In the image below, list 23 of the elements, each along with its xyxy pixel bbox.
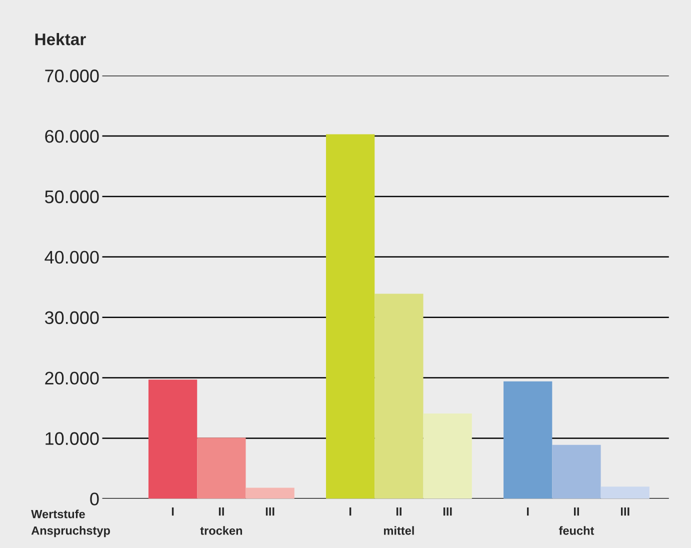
x-tick-label: II	[574, 507, 579, 516]
x-tick-label: III	[443, 507, 452, 516]
text: mittel	[384, 526, 414, 535]
y-tick-label: 20.000	[45, 372, 99, 385]
text: feucht	[558, 526, 594, 535]
chart-title: Hektar	[35, 32, 86, 46]
x-tick-label: I	[172, 507, 174, 516]
x-tick-label: II	[218, 507, 224, 516]
y-tick-label: 60.000	[45, 130, 99, 143]
x-tick-label: III	[266, 507, 274, 516]
y-tick-label: 30.000	[44, 311, 99, 324]
y-tick-label: 40.000	[44, 250, 99, 264]
text: Wertstufe	[31, 510, 85, 518]
x-tick-label: I	[526, 507, 529, 516]
x-tick-label: I	[349, 507, 352, 516]
x-tick-label: III	[620, 507, 630, 516]
text: trocken	[200, 526, 242, 535]
x-tick-label: II	[396, 507, 402, 516]
y-tick-label: 70.000	[45, 70, 99, 82]
y-tick-label: 50.000	[44, 190, 99, 204]
y-tick-label: 0	[90, 492, 99, 506]
text: Anspruchstyp	[31, 526, 110, 538]
y-tick-label: 10.000	[46, 432, 99, 445]
